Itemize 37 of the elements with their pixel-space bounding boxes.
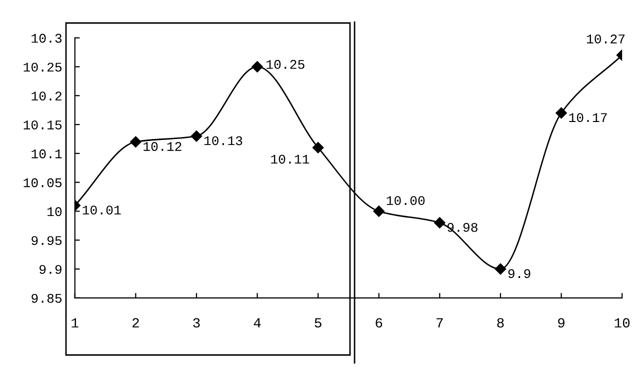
x-tick-label: 1 (72, 318, 78, 328)
x-tick-label: 8 (497, 318, 504, 328)
data-label: 10.00 (386, 196, 425, 206)
x-tick-label: 6 (376, 318, 382, 328)
data-label: 10.11 (271, 154, 310, 164)
point (434, 217, 446, 228)
x-tick-label: 3 (193, 318, 200, 328)
y-tick-label: 10.25 (24, 62, 62, 72)
y-tick-label: 10.05 (24, 178, 62, 188)
data-label: 10.13 (204, 136, 242, 146)
y-tick-label: 9.95 (32, 236, 62, 246)
data-label: 9.9 (508, 269, 530, 278)
y-tick-label: 10.3 (32, 34, 62, 43)
y-tick-label: 10.15 (24, 120, 62, 130)
x-tick-label: 5 (314, 318, 322, 328)
data-label: 10.17 (569, 113, 607, 122)
point (130, 136, 142, 148)
y-tick-label: 10 (47, 207, 62, 216)
data-label: 10.01 (82, 206, 121, 215)
y-tick-label: 9.9 (40, 264, 62, 274)
x-tick-label: 10 (614, 318, 630, 328)
x-tick-label: 7 (436, 318, 443, 328)
y-tick-label: 10.2 (32, 92, 62, 101)
data-label: 10.12 (144, 142, 182, 151)
point (312, 142, 324, 154)
point (373, 206, 384, 217)
point (190, 130, 202, 142)
y-tick-label: 9.85 (32, 294, 62, 303)
x-tick-label: 2 (132, 318, 139, 328)
x-tick-label: 9 (558, 318, 564, 328)
point (494, 263, 506, 275)
point (556, 107, 567, 119)
data-label: 10.27 (586, 34, 625, 44)
y-tick-label: 10.1 (32, 149, 62, 158)
x-tick-label: 4 (254, 318, 261, 328)
data-label: 10.25 (266, 60, 304, 69)
point (252, 61, 263, 72)
